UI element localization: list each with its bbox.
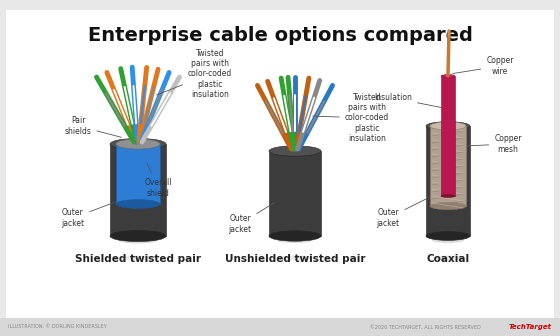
Text: Outer
jacket: Outer jacket: [62, 202, 115, 228]
Ellipse shape: [116, 200, 160, 208]
Text: Unshielded twisted pair: Unshielded twisted pair: [225, 254, 365, 264]
Ellipse shape: [116, 139, 160, 149]
Ellipse shape: [432, 237, 464, 243]
Text: Overall
shield: Overall shield: [144, 164, 172, 198]
Bar: [426, 126, 470, 236]
Ellipse shape: [441, 75, 455, 77]
Text: ©2020 TECHTARGET, ALL RIGHTS RESERVED: ©2020 TECHTARGET, ALL RIGHTS RESERVED: [370, 325, 480, 330]
Text: Outer
jacket: Outer jacket: [228, 203, 274, 234]
FancyBboxPatch shape: [6, 10, 554, 318]
Bar: [441, 76, 455, 196]
Text: Copper
mesh: Copper mesh: [467, 134, 522, 154]
Text: Insulation: Insulation: [374, 93, 441, 108]
Ellipse shape: [118, 237, 158, 244]
Text: TechTarget: TechTarget: [509, 324, 552, 330]
Ellipse shape: [269, 146, 321, 156]
Ellipse shape: [277, 255, 313, 260]
Ellipse shape: [430, 122, 466, 130]
Ellipse shape: [277, 237, 313, 243]
Text: Shielded twisted pair: Shielded twisted pair: [75, 254, 201, 264]
Text: Coaxial: Coaxial: [426, 254, 470, 264]
Bar: [430, 126, 466, 206]
Ellipse shape: [430, 202, 466, 210]
Text: ILLUSTRATION: © DORLING KINDERSLEY: ILLUSTRATION: © DORLING KINDERSLEY: [8, 325, 107, 330]
Ellipse shape: [116, 139, 160, 149]
Ellipse shape: [441, 195, 455, 198]
Ellipse shape: [269, 231, 321, 241]
Text: Twisted
pairs with
color-coded
plastic
insulation: Twisted pairs with color-coded plastic i…: [313, 93, 389, 143]
Bar: [269, 151, 321, 236]
Text: Copper
wire: Copper wire: [452, 56, 514, 76]
Bar: [116, 144, 160, 204]
Bar: [0, 318, 560, 336]
Text: Pair
shields: Pair shields: [64, 116, 122, 137]
Ellipse shape: [426, 122, 470, 130]
Ellipse shape: [119, 255, 157, 260]
Text: Enterprise cable options compared: Enterprise cable options compared: [87, 26, 473, 45]
Ellipse shape: [110, 138, 166, 150]
Ellipse shape: [433, 255, 463, 260]
Ellipse shape: [110, 230, 166, 242]
Ellipse shape: [430, 122, 466, 130]
Bar: [110, 144, 166, 236]
Text: Outer
jacket: Outer jacket: [376, 197, 430, 228]
Ellipse shape: [426, 232, 470, 240]
Text: Twisted
pairs with
color-coded
plastic
insulation: Twisted pairs with color-coded plastic i…: [157, 49, 232, 99]
